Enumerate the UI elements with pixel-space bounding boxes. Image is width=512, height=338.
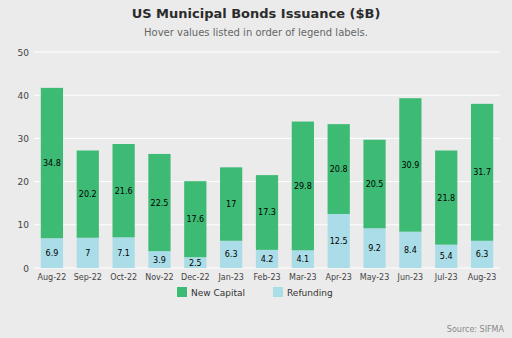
data-label: 34.8	[43, 159, 61, 168]
data-label: 20.2	[79, 190, 97, 199]
data-label: 20.8	[330, 165, 348, 174]
title: US Municipal Bonds Issuance ($B)	[132, 6, 381, 21]
legend: New Capital Refunding	[177, 287, 333, 298]
x-tick-label: Sep-22	[74, 273, 102, 282]
bar	[148, 251, 170, 268]
bar	[220, 241, 242, 268]
data-label: 12.5	[330, 237, 348, 246]
bar	[113, 144, 135, 237]
bar	[328, 124, 350, 214]
bar	[363, 140, 385, 229]
data-label: 22.5	[151, 199, 169, 208]
bar	[148, 154, 170, 251]
y-tick-label: 50	[18, 48, 30, 58]
chart: US Municipal Bonds Issuance ($B) Hover va…	[0, 0, 512, 338]
bar	[256, 175, 278, 250]
data-label: 17.6	[186, 215, 204, 224]
bar	[471, 104, 493, 241]
bar	[41, 88, 63, 238]
data-label: 21.6	[115, 187, 133, 196]
data-label: 5.4	[440, 252, 453, 261]
y-tick-label: 10	[18, 220, 30, 230]
bar	[113, 237, 135, 268]
legend-label: New Capital	[191, 288, 245, 298]
x-tick-label: Feb-23	[253, 273, 280, 282]
data-label: 4.2	[261, 255, 274, 264]
subtitle: Hover values listed in order of legend l…	[144, 27, 368, 38]
x-tick-label: Mar-23	[289, 273, 317, 282]
data-label: 4.1	[296, 255, 309, 264]
y-tick-label: 30	[18, 134, 30, 144]
legend-label: Refunding	[287, 288, 333, 298]
data-labels: 6.9 34.8 7 20.2 7.1 21.6 3.9 22.5 2.5 17.6 6.3 17 4.…	[43, 159, 491, 268]
x-tick-label: Oct-22	[110, 273, 137, 282]
data-label: 9.2	[368, 244, 381, 253]
data-label: 6.3	[476, 250, 489, 259]
y-tick-label: 20	[18, 177, 30, 187]
data-label: 8.4	[404, 246, 417, 255]
bar	[328, 214, 350, 268]
bar	[77, 150, 99, 237]
data-label: 6.9	[46, 249, 59, 258]
bar	[292, 250, 314, 268]
data-label: 7	[85, 249, 90, 258]
x-tick-label: Nov-22	[145, 273, 173, 282]
bar	[184, 257, 206, 268]
data-label: 20.5	[366, 180, 384, 189]
y-tick-label: 0	[23, 264, 29, 274]
data-label: 29.8	[294, 182, 312, 191]
y-tick-label: 40	[18, 91, 30, 101]
bar	[435, 150, 457, 244]
bar	[399, 232, 421, 268]
data-label: 2.5	[189, 259, 202, 268]
data-label: 7.1	[117, 249, 130, 258]
x-tick-label: Jun-23	[397, 273, 424, 282]
data-label: 3.9	[153, 256, 166, 265]
legend-swatch	[177, 287, 187, 297]
grid-line	[34, 138, 500, 139]
bar	[435, 245, 457, 268]
x-tick-label: Aug-23	[468, 273, 497, 282]
bar	[77, 238, 99, 268]
data-label: 30.9	[401, 161, 419, 170]
bar	[399, 98, 421, 231]
data-label: 21.8	[437, 194, 455, 203]
bar	[292, 122, 314, 251]
y-axis: 0 10 20 30 40 50	[18, 48, 500, 274]
data-label: 6.3	[225, 250, 238, 259]
x-tick-label: Apr-23	[325, 273, 351, 282]
bar	[471, 241, 493, 268]
x-tick-label: Dec-22	[181, 273, 210, 282]
bar	[363, 228, 385, 268]
x-axis: Aug-22 Sep-22 Oct-22 Nov-22 Dec-22 Jan-23 Feb-…	[38, 273, 497, 282]
legend-swatch	[273, 287, 283, 297]
x-tick-label: May-23	[360, 273, 389, 282]
bar	[41, 238, 63, 268]
x-tick-label: Aug-22	[38, 273, 67, 282]
bar	[220, 167, 242, 240]
grid-line	[34, 52, 500, 53]
grid-line	[34, 95, 500, 96]
annotation: Source: SIFMA	[447, 325, 505, 334]
x-tick-label: Jan-23	[217, 273, 243, 282]
bars	[41, 88, 493, 268]
data-label: 17	[226, 200, 236, 209]
background	[0, 0, 512, 338]
bar	[184, 181, 206, 257]
x-tick-label: Jul-23	[434, 273, 458, 282]
bar	[256, 250, 278, 268]
data-label: 17.3	[258, 208, 276, 217]
data-label: 31.7	[473, 168, 491, 177]
